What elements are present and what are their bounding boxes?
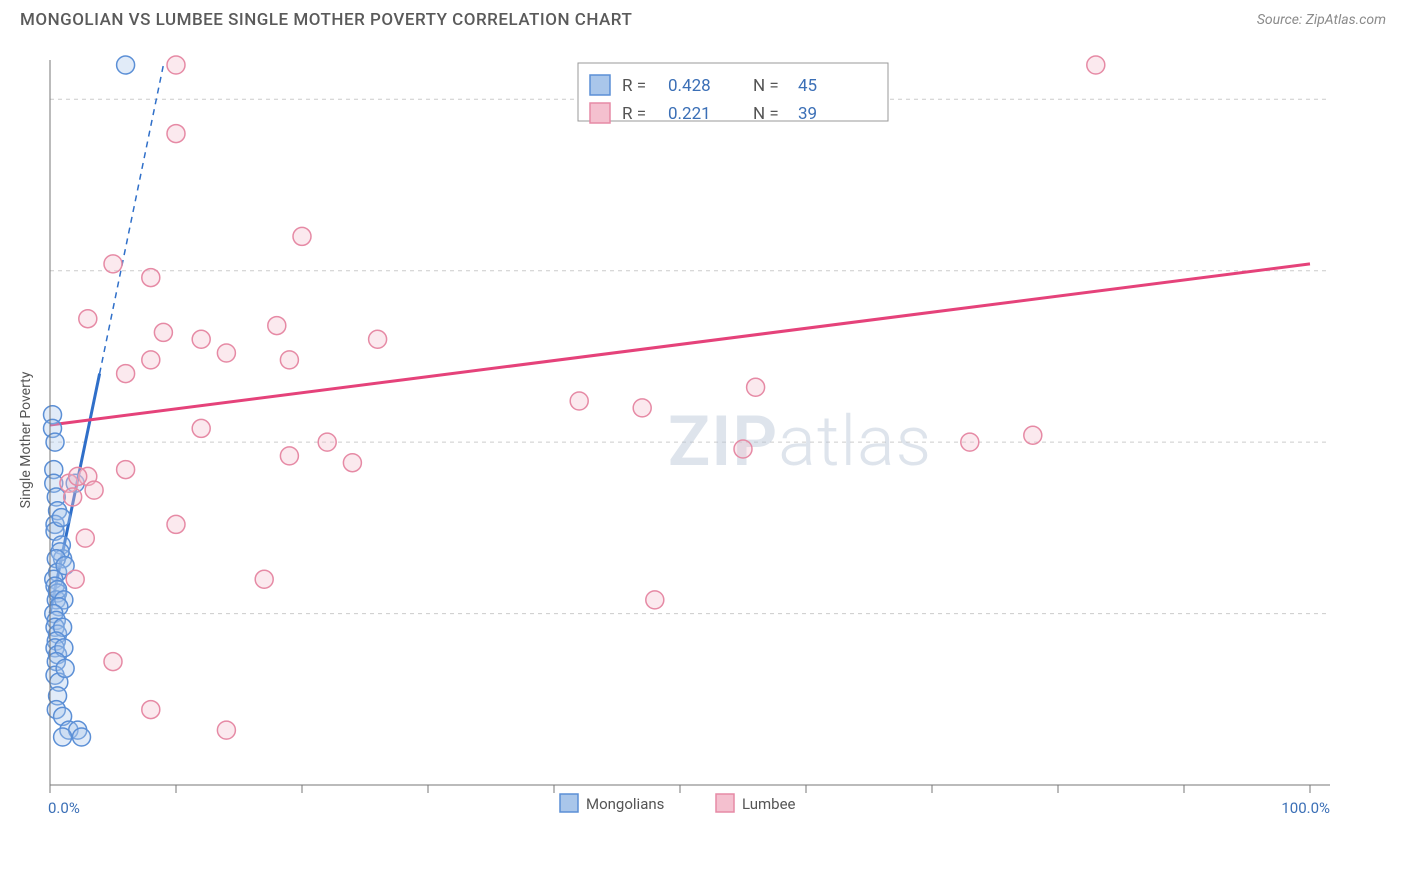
data-point — [56, 659, 74, 677]
data-point — [167, 515, 185, 533]
data-point — [54, 728, 72, 746]
y-axis-label: Single Mother Poverty — [18, 372, 34, 509]
data-point — [268, 317, 286, 335]
data-point — [69, 467, 87, 485]
stats-r-label: R = — [622, 104, 646, 124]
data-point — [73, 728, 91, 746]
data-point — [293, 227, 311, 245]
data-point — [633, 399, 651, 417]
watermark: ZIPatlas — [668, 401, 932, 483]
data-point — [167, 125, 185, 143]
data-point — [117, 461, 135, 479]
data-point — [66, 570, 84, 588]
data-point — [85, 481, 103, 499]
scatter-chart: 25.0%50.0%75.0%100.0%ZIPatlas0.0%100.0%M… — [40, 45, 1330, 825]
data-point — [255, 570, 273, 588]
stats-n-label: N = — [753, 104, 779, 124]
legend-label: Mongolians — [586, 795, 664, 813]
data-point — [104, 255, 122, 273]
chart-header: MONGOLIAN VS LUMBEE SINGLE MOTHER POVERT… — [0, 0, 1406, 36]
data-point — [1087, 56, 1105, 74]
data-point — [104, 653, 122, 671]
chart-title: MONGOLIAN VS LUMBEE SINGLE MOTHER POVERT… — [20, 10, 632, 30]
stats-swatch — [590, 103, 610, 123]
data-point — [142, 351, 160, 369]
x-tick-label: 100.0% — [1281, 799, 1330, 817]
stats-box: R = 0.428 N = 45 R = 0.221 N = 39 — [578, 63, 888, 124]
chart-source: Source: ZipAtlas.com — [1257, 12, 1386, 28]
data-point — [734, 440, 752, 458]
data-point — [217, 721, 235, 739]
data-point — [343, 454, 361, 472]
data-point — [154, 323, 172, 341]
data-point — [46, 433, 64, 451]
data-point — [570, 392, 588, 410]
data-point — [142, 269, 160, 287]
data-point — [79, 310, 97, 328]
data-point — [217, 344, 235, 362]
legend-bottom: Mongolians Lumbee — [560, 794, 796, 813]
data-point — [1024, 426, 1042, 444]
data-point — [64, 488, 82, 506]
data-point — [76, 529, 94, 547]
stats-swatch — [590, 75, 610, 95]
stats-r-label: R = — [622, 76, 646, 96]
legend-swatch — [716, 794, 734, 812]
x-tick-label: 0.0% — [48, 799, 80, 817]
data-point — [142, 701, 160, 719]
data-point — [117, 56, 135, 74]
data-point — [646, 591, 664, 609]
data-point — [961, 433, 979, 451]
data-point — [192, 419, 210, 437]
stats-n-label: N = — [753, 76, 779, 96]
stats-n-value: 45 — [798, 76, 817, 96]
legend-label: Lumbee — [742, 795, 796, 813]
data-point — [369, 330, 387, 348]
data-point — [747, 378, 765, 396]
legend-swatch — [560, 794, 578, 812]
data-point — [52, 509, 70, 527]
data-point — [192, 330, 210, 348]
data-point — [167, 56, 185, 74]
stats-r-value: 0.428 — [668, 76, 711, 96]
stats-r-value: 0.221 — [668, 104, 711, 124]
trend-line-dashed — [100, 65, 164, 374]
stats-n-value: 39 — [798, 104, 817, 124]
data-point — [280, 447, 298, 465]
data-point — [280, 351, 298, 369]
chart-container: Single Mother Poverty 25.0%50.0%75.0%100… — [40, 45, 1380, 835]
data-point — [117, 365, 135, 383]
data-point — [318, 433, 336, 451]
